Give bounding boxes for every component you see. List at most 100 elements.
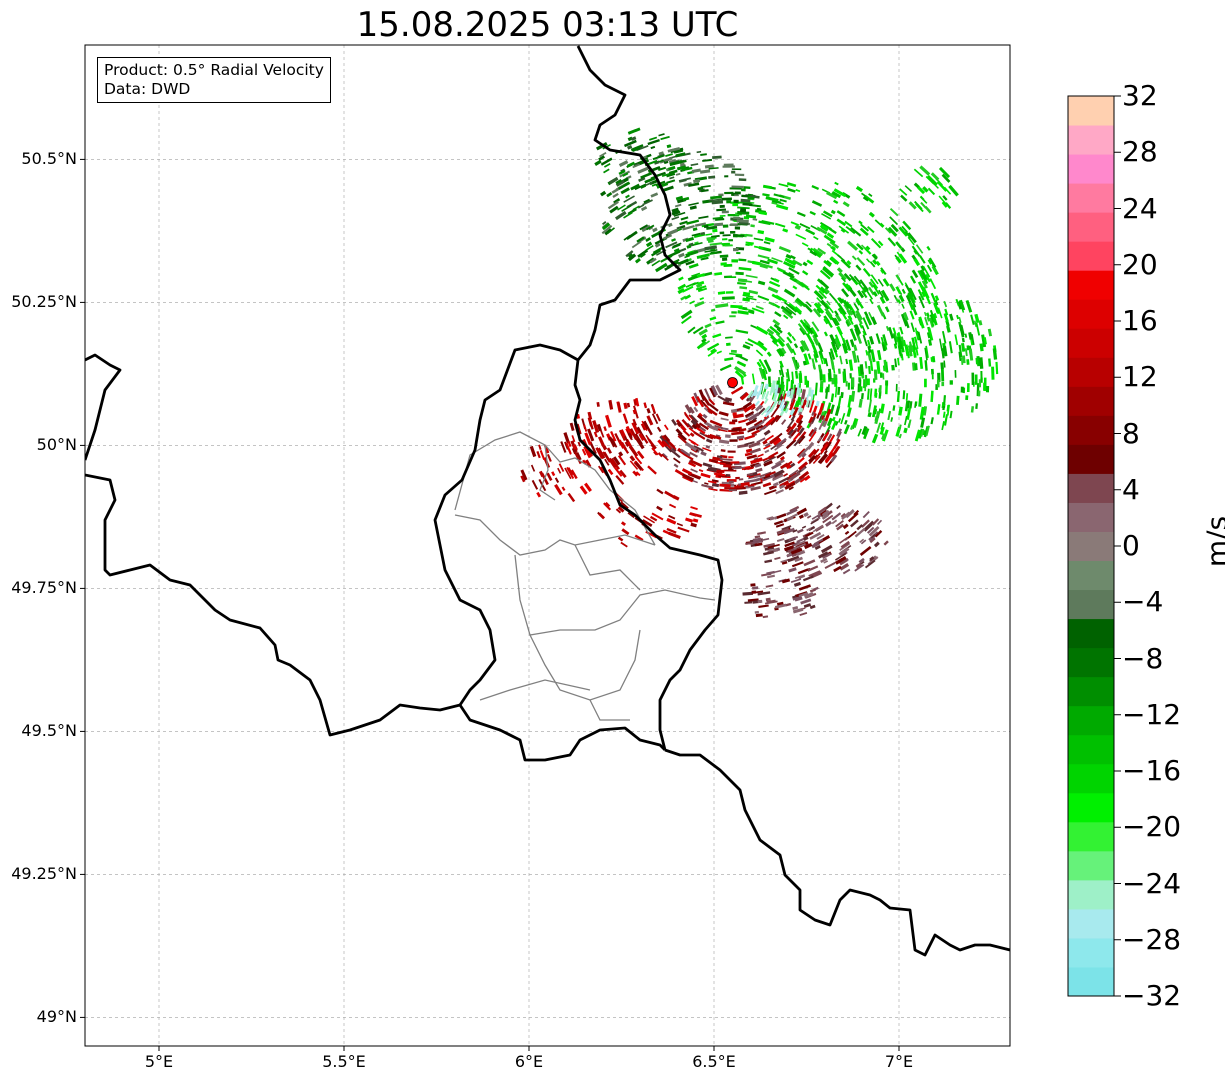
radar-echo-gate [632,418,638,426]
radar-echo-gate [766,599,776,603]
radar-echo-gate [709,316,717,321]
radar-echo-gate [845,509,855,519]
radar-echo-gate [740,198,751,203]
colorbar-tick-label: 4 [1122,472,1140,506]
radar-echo-gate [830,359,835,370]
radar-echo-gate [891,364,895,371]
radar-echo-gate [626,144,633,150]
radar-echo-gate [828,351,833,361]
radar-echo-gate [937,307,943,319]
radar-echo-gate [855,299,861,306]
radar-echo-gate [683,453,694,461]
radar-echo-gate [805,399,810,408]
radar-echo-gate [719,231,725,235]
radar-echo-gate [797,568,809,575]
radar-echo-gate [563,432,570,444]
radar-echo-gate [620,187,630,195]
radar-echo-gate [877,353,881,360]
radar-echo-gate [637,166,650,174]
radar-echo-gate [807,565,819,572]
radar-echo-gate [773,193,785,199]
radar-echo-gate [622,413,629,424]
colorbar [1068,96,1114,997]
radar-echo-gate [755,404,763,412]
radar-echo-gate [836,504,841,510]
radar-echo-gate [853,302,860,311]
radar-site-marker [727,377,738,388]
radar-echo-gate [584,459,592,468]
radar-echo-gate [937,372,941,382]
radar-echo-gate [752,218,758,221]
radar-echo-gate [958,316,962,323]
radar-echo-gate [651,259,661,267]
radar-echo-gate [694,300,705,308]
radar-echo-gate [696,396,705,408]
radar-echo-gate [669,176,675,180]
radar-echo-gate [796,549,806,557]
radar-echo-gate [840,540,851,549]
radar-echo-gate [865,315,873,326]
radar-echo-gate [880,289,890,302]
radar-echo-gate [805,324,814,335]
radar-echo-gate [987,328,993,337]
radar-echo-gate [818,290,827,299]
radar-echo-gate [853,275,862,285]
radar-echo-gate [810,518,819,525]
radar-echo-gate [602,445,608,451]
radar-echo-gate [594,159,602,166]
radar-echo-gate [764,600,778,605]
radar-echo-gate [970,406,975,413]
radar-echo-gate [830,209,836,215]
radar-echo-gate [764,236,775,243]
radar-echo-gate [792,259,803,267]
radar-echo-gate [635,471,641,477]
radar-echo-gate [780,462,789,470]
radar-echo-gate [756,207,762,211]
radar-echo-gate [598,155,606,161]
radar-echo-gate [624,435,629,443]
radar-echo-gate [694,222,707,227]
radar-echo-gate [722,224,729,228]
radar-echo-gate [565,442,572,455]
colorbar-segment [1068,560,1114,591]
radar-echo-gate [824,358,829,367]
radar-echo-gate [820,509,828,516]
radar-echo-gate [789,398,796,411]
radar-echo-gate [746,472,754,476]
radar-echo-gate [725,291,734,294]
radar-echo-gate [742,202,753,207]
radar-echo-gate [943,345,948,357]
radar-echo-gate [771,380,776,393]
radar-echo-gate [698,469,704,473]
radar-echo-gate [786,336,793,344]
radar-echo-gate [689,300,696,305]
radar-echo-gate [529,445,537,458]
radar-echo-gate [796,383,800,394]
radar-echo-gate [814,545,821,550]
radar-echo-gate [865,245,871,251]
radar-echo-gate [596,423,602,432]
radar-echo-gate [859,279,869,291]
radar-echo-gate [838,329,845,342]
radar-echo-gate [735,271,744,276]
radar-echo-gate [907,291,915,304]
radar-echo-gate [791,561,804,568]
radar-echo-gate [864,520,875,531]
radar-echo-gate [743,466,755,471]
radar-echo-gate [756,390,762,398]
radar-echo-gate [783,527,795,535]
radar-echo-gate [731,259,739,263]
radar-echo-gate [797,323,807,334]
radar-echo-gate [798,470,810,480]
radar-echo-gate [792,406,799,417]
radar-echo-gate [823,315,830,323]
radar-echo-gate [902,390,906,400]
radar-echo-gate [739,286,748,290]
radar-echo-gate [700,340,711,348]
radar-echo-gate [734,194,739,197]
radar-echo-gate [965,299,973,313]
radar-echo-gate [622,172,629,177]
radar-echo-gate [944,202,952,209]
radar-echo-gate [632,163,641,169]
radar-echo-gate [753,390,759,397]
